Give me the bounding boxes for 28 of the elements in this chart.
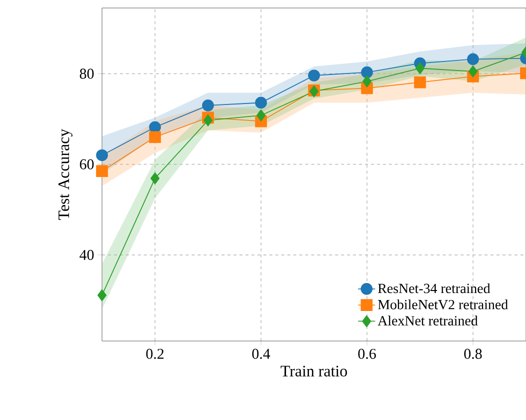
point <box>255 96 267 109</box>
point <box>468 65 478 78</box>
point <box>361 66 373 78</box>
point <box>256 109 266 122</box>
point <box>96 149 108 162</box>
x-axis-title: Train ratio <box>280 366 347 376</box>
legend-label: AlexNet retrained <box>378 316 478 326</box>
point <box>203 114 213 126</box>
point <box>149 131 161 144</box>
y-axis-title: Test Accuracy <box>58 128 72 220</box>
x-tick-label: 0.8 <box>464 348 482 359</box>
point <box>415 62 425 74</box>
x-tick-label: 0.2 <box>146 348 164 359</box>
y-tick-label: 40 <box>80 250 94 260</box>
point <box>150 172 160 184</box>
point <box>414 76 426 88</box>
point <box>308 70 320 82</box>
y-tick-label: 60 <box>80 159 94 170</box>
point <box>467 53 479 66</box>
point <box>202 99 214 112</box>
point <box>362 75 372 88</box>
point <box>96 165 108 178</box>
y-tick-label: 80 <box>80 68 94 79</box>
legend-label: MobileNetV2 retrained <box>378 299 508 310</box>
legend-label: ResNet-34 retrained <box>378 283 490 294</box>
x-tick-label: 0.4 <box>252 348 270 359</box>
point <box>97 289 107 302</box>
x-tick-label: 0.6 <box>358 348 376 359</box>
